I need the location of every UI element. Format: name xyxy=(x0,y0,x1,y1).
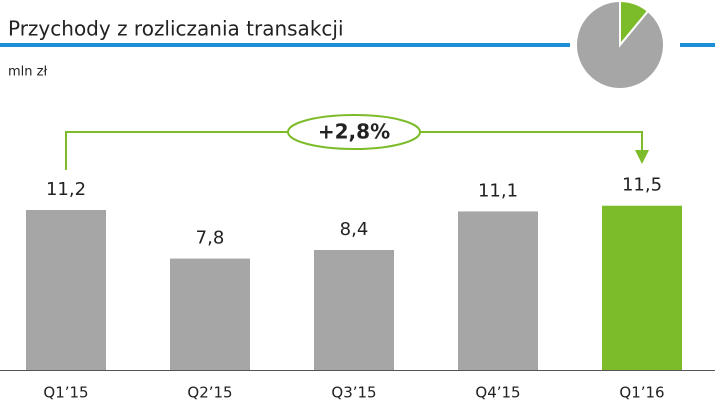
bar xyxy=(314,250,394,370)
value-label: 11,5 xyxy=(622,175,662,196)
x-tick-label: Q2’15 xyxy=(187,384,232,402)
value-label: 8,4 xyxy=(340,219,369,240)
x-tick-label: Q1’16 xyxy=(619,384,664,402)
chart-title: Przychody z rozliczania transakcji xyxy=(8,17,344,41)
annotation: +2,8% xyxy=(318,120,390,144)
x-tick-label: Q1’15 xyxy=(43,384,88,402)
bar xyxy=(170,258,250,370)
value-label: 7,8 xyxy=(196,228,225,249)
pie-slice xyxy=(575,0,665,90)
bar xyxy=(602,205,682,370)
bar xyxy=(458,211,538,370)
annotation-badge xyxy=(287,114,421,150)
arrow-head xyxy=(635,150,649,164)
value-label: 11,1 xyxy=(478,180,518,201)
bar xyxy=(26,210,106,370)
x-tick-label: Q4’15 xyxy=(475,384,520,402)
x-tick-label: Q3’15 xyxy=(331,384,376,402)
subtitle: mln zł xyxy=(8,65,47,80)
value-label: 11,2 xyxy=(46,179,86,200)
